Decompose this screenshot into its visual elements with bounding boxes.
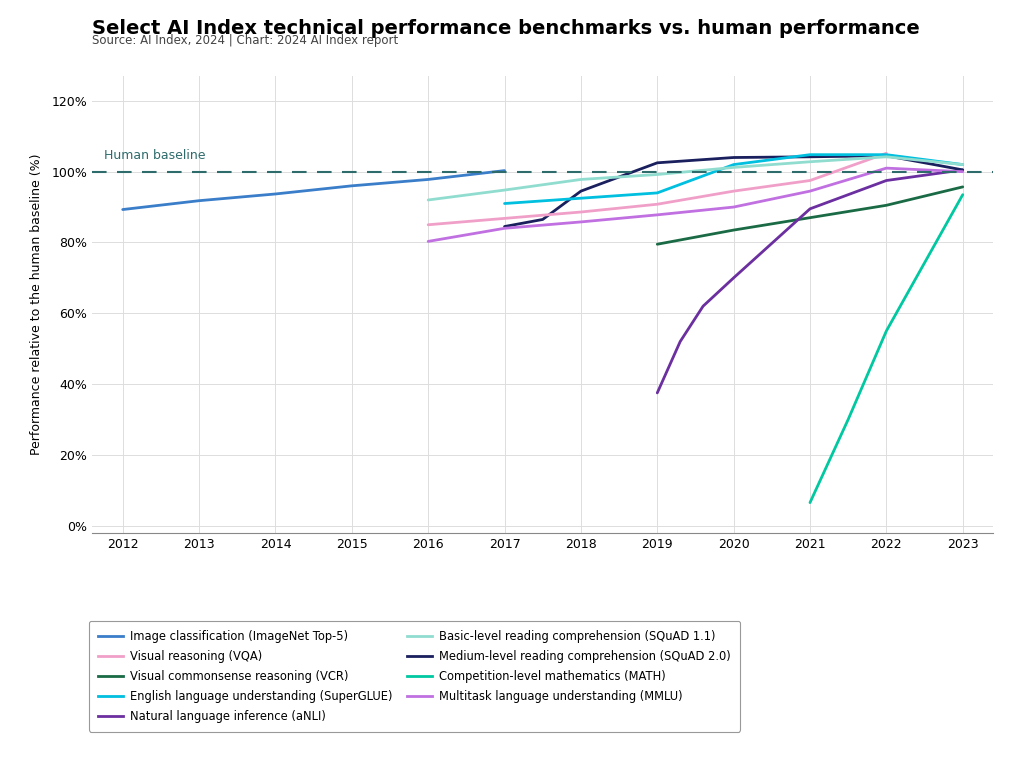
Medium-level reading comprehension (SQuAD 2.0) xyxy=(881,151,893,161)
English language understanding (SuperGLUE) xyxy=(956,160,969,169)
Medium-level reading comprehension (SQuAD 2.0) xyxy=(727,153,739,162)
Basic-level reading comprehension (SQuAD 1.1) xyxy=(956,160,969,169)
Visual reasoning (VQA) xyxy=(499,214,511,223)
Visual commonsense reasoning (VCR) xyxy=(804,213,816,222)
Competition-level mathematics (MATH) xyxy=(956,190,969,199)
Line: Visual commonsense reasoning (VCR): Visual commonsense reasoning (VCR) xyxy=(657,187,963,244)
Visual commonsense reasoning (VCR) xyxy=(956,183,969,192)
Line: Multitask language understanding (MMLU): Multitask language understanding (MMLU) xyxy=(428,168,963,241)
Multitask language understanding (MMLU) xyxy=(956,167,969,177)
Natural language inference (aNLI) xyxy=(881,176,893,185)
Basic-level reading comprehension (SQuAD 1.1) xyxy=(574,175,587,184)
Competition-level mathematics (MATH) xyxy=(881,326,893,336)
Natural language inference (aNLI) xyxy=(651,388,664,397)
Image classification (ImageNet Top-5) xyxy=(422,175,434,184)
Visual reasoning (VQA) xyxy=(727,186,739,196)
Basic-level reading comprehension (SQuAD 1.1) xyxy=(422,196,434,205)
Natural language inference (aNLI) xyxy=(804,204,816,213)
English language understanding (SuperGLUE) xyxy=(574,193,587,202)
Natural language inference (aNLI) xyxy=(697,301,710,310)
Image classification (ImageNet Top-5) xyxy=(269,189,282,199)
Visual reasoning (VQA) xyxy=(881,148,893,158)
Visual commonsense reasoning (VCR) xyxy=(881,201,893,210)
Visual reasoning (VQA) xyxy=(651,199,664,209)
Text: Source: AI Index, 2024 | Chart: 2024 AI Index report: Source: AI Index, 2024 | Chart: 2024 AI … xyxy=(92,34,398,47)
Multitask language understanding (MMLU) xyxy=(651,210,664,219)
Medium-level reading comprehension (SQuAD 2.0) xyxy=(651,158,664,167)
Visual commonsense reasoning (VCR) xyxy=(727,225,739,234)
English language understanding (SuperGLUE) xyxy=(499,199,511,208)
English language understanding (SuperGLUE) xyxy=(881,150,893,159)
Visual reasoning (VQA) xyxy=(574,208,587,217)
Multitask language understanding (MMLU) xyxy=(422,237,434,246)
Multitask language understanding (MMLU) xyxy=(804,186,816,196)
Image classification (ImageNet Top-5) xyxy=(193,196,205,205)
Multitask language understanding (MMLU) xyxy=(727,202,739,212)
Natural language inference (aNLI) xyxy=(727,273,739,282)
Image classification (ImageNet Top-5) xyxy=(346,181,358,190)
Line: Competition-level mathematics (MATH): Competition-level mathematics (MATH) xyxy=(810,195,963,502)
Visual reasoning (VQA) xyxy=(422,220,434,229)
Line: Image classification (ImageNet Top-5): Image classification (ImageNet Top-5) xyxy=(123,170,505,209)
Multitask language understanding (MMLU) xyxy=(574,218,587,227)
English language understanding (SuperGLUE) xyxy=(804,150,816,159)
Text: Select AI Index technical performance benchmarks vs. human performance: Select AI Index technical performance be… xyxy=(92,19,920,38)
English language understanding (SuperGLUE) xyxy=(651,188,664,197)
Legend: Image classification (ImageNet Top-5), Visual reasoning (VQA), Visual commonsens: Image classification (ImageNet Top-5), V… xyxy=(89,621,740,732)
Competition-level mathematics (MATH) xyxy=(842,415,854,424)
Basic-level reading comprehension (SQuAD 1.1) xyxy=(499,186,511,195)
Natural language inference (aNLI) xyxy=(674,337,686,346)
Basic-level reading comprehension (SQuAD 1.1) xyxy=(727,163,739,172)
Visual reasoning (VQA) xyxy=(804,176,816,185)
Medium-level reading comprehension (SQuAD 2.0) xyxy=(956,165,969,174)
Image classification (ImageNet Top-5) xyxy=(117,205,129,214)
English language understanding (SuperGLUE) xyxy=(727,160,739,169)
Basic-level reading comprehension (SQuAD 1.1) xyxy=(804,158,816,167)
Natural language inference (aNLI) xyxy=(956,165,969,174)
Basic-level reading comprehension (SQuAD 1.1) xyxy=(881,152,893,161)
Y-axis label: Performance relative to the human baseline (%): Performance relative to the human baseli… xyxy=(30,154,43,455)
Multitask language understanding (MMLU) xyxy=(881,164,893,173)
Line: English language understanding (SuperGLUE): English language understanding (SuperGLU… xyxy=(505,154,963,203)
Line: Medium-level reading comprehension (SQuAD 2.0): Medium-level reading comprehension (SQuA… xyxy=(505,156,963,227)
Multitask language understanding (MMLU) xyxy=(499,224,511,233)
Line: Basic-level reading comprehension (SQuAD 1.1): Basic-level reading comprehension (SQuAD… xyxy=(428,157,963,200)
Line: Natural language inference (aNLI): Natural language inference (aNLI) xyxy=(657,170,963,393)
Text: Human baseline: Human baseline xyxy=(103,148,205,162)
Competition-level mathematics (MATH) xyxy=(804,498,816,507)
Visual commonsense reasoning (VCR) xyxy=(651,240,664,249)
Medium-level reading comprehension (SQuAD 2.0) xyxy=(804,152,816,161)
Image classification (ImageNet Top-5) xyxy=(499,166,511,175)
Line: Visual reasoning (VQA): Visual reasoning (VQA) xyxy=(428,153,887,224)
Medium-level reading comprehension (SQuAD 2.0) xyxy=(537,215,549,224)
Medium-level reading comprehension (SQuAD 2.0) xyxy=(499,222,511,231)
Medium-level reading comprehension (SQuAD 2.0) xyxy=(574,186,587,196)
Basic-level reading comprehension (SQuAD 1.1) xyxy=(651,170,664,179)
